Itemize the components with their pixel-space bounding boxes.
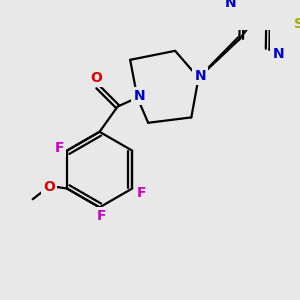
Text: F: F xyxy=(97,209,106,223)
Text: F: F xyxy=(136,186,146,200)
Text: O: O xyxy=(43,180,55,194)
Text: S: S xyxy=(294,17,300,31)
Text: N: N xyxy=(225,0,237,10)
Text: N: N xyxy=(194,69,206,83)
Text: N: N xyxy=(273,47,284,61)
Text: N: N xyxy=(133,89,145,103)
Text: O: O xyxy=(90,71,102,85)
Text: F: F xyxy=(55,141,64,155)
